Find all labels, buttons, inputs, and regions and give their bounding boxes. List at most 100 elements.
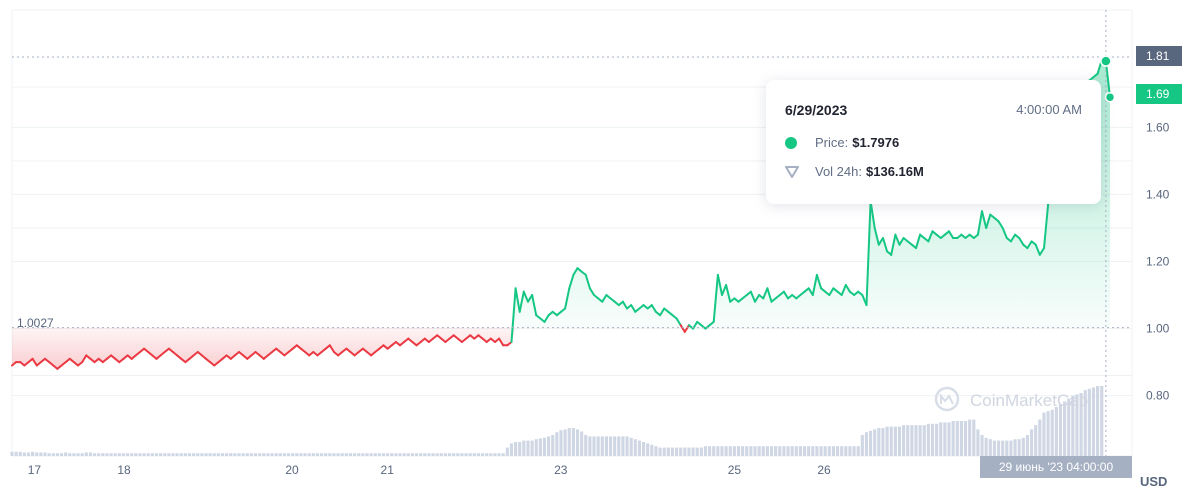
volume-bar <box>183 453 187 456</box>
last-price-point <box>1104 91 1116 103</box>
volume-bar <box>1017 439 1021 456</box>
volume-bar <box>167 453 171 456</box>
volume-bar <box>641 442 646 456</box>
price-segment <box>514 287 521 313</box>
volume-bar <box>241 453 245 456</box>
volume-bar <box>662 447 666 456</box>
volume-bar <box>476 453 481 456</box>
volume-bar <box>295 453 299 456</box>
volume-bar <box>485 453 489 456</box>
price-segment <box>762 287 769 300</box>
volume-bar <box>873 429 877 456</box>
tooltip-time: 4:00:00 AM <box>1016 102 1082 117</box>
volume-bar <box>972 419 976 456</box>
volume-bar <box>518 442 522 456</box>
volume-bar <box>130 453 134 456</box>
price-segment <box>584 273 591 290</box>
volume-bar <box>1038 419 1042 456</box>
volume-bar <box>992 440 996 456</box>
volume-bar <box>154 453 159 456</box>
price-segment <box>1043 203 1050 250</box>
volume-bar <box>864 432 869 456</box>
volume-bar <box>963 421 968 456</box>
volume-bar <box>980 435 984 456</box>
volume-bar <box>654 446 658 456</box>
volume-bar <box>489 453 493 456</box>
volume-bar <box>1005 440 1009 456</box>
volume-bar <box>1021 437 1025 456</box>
volume-bar <box>769 446 774 456</box>
volume-bar <box>68 453 72 456</box>
volume-bar <box>31 451 35 456</box>
volume-bar <box>976 429 980 456</box>
y-tick-label: 1.20 <box>1146 255 1170 269</box>
volume-bar <box>35 452 39 456</box>
volume-bar <box>80 453 84 456</box>
price-segment <box>675 317 682 327</box>
volume-bar <box>708 446 712 456</box>
volume-bar <box>414 453 419 456</box>
volume-bar <box>291 453 295 456</box>
volume-bar <box>551 435 555 456</box>
volume-bar <box>1075 394 1079 456</box>
volume-bar <box>237 453 241 456</box>
price-segment <box>543 314 550 323</box>
volume-bar <box>930 423 935 456</box>
volume-bar <box>150 453 154 456</box>
volume-bar <box>1087 388 1091 456</box>
volume-bar <box>439 453 443 456</box>
price-segment <box>1038 247 1045 256</box>
price-segment <box>749 290 756 303</box>
volume-bar <box>621 436 625 456</box>
volume-bar <box>88 452 92 456</box>
volume-bar <box>377 453 381 456</box>
volume-bar <box>1100 386 1104 456</box>
price-segment <box>844 284 851 293</box>
volume-bar <box>59 453 64 456</box>
volume-bar <box>571 428 575 456</box>
volume-bar <box>906 425 910 456</box>
volume-bar <box>1079 393 1083 456</box>
volume-bar <box>1091 387 1096 456</box>
price-segment <box>1104 60 1111 99</box>
coinmarketcap-logo-mark <box>940 393 954 405</box>
volume-bar <box>406 453 410 456</box>
price-segment <box>498 337 505 347</box>
price-segment <box>815 273 823 290</box>
price-segment <box>650 304 657 313</box>
volume-bar <box>926 423 930 456</box>
volume-bar <box>1063 401 1067 456</box>
volume-bar <box>617 436 621 456</box>
price-segment <box>981 210 988 229</box>
hover-time-badge: 29 июнь '23 04:00:00 <box>980 456 1132 478</box>
y-tick-label: 1.00 <box>1146 322 1170 336</box>
volume-bar <box>443 453 447 456</box>
volume-bar <box>637 440 641 456</box>
volume-bar <box>64 452 68 456</box>
volume-bar <box>514 442 518 456</box>
volume-bar <box>216 453 220 456</box>
volume-bar <box>951 421 955 456</box>
volume-bar <box>646 443 650 456</box>
volume-bar <box>1034 425 1038 456</box>
price-area-below <box>12 327 1110 369</box>
volume-bar <box>827 446 831 456</box>
volume-bar <box>790 446 794 456</box>
volume-bar <box>47 453 51 456</box>
x-axis: 17 18 20 21 23 25 26 <box>28 463 831 477</box>
volume-bar <box>245 453 249 456</box>
volume-bar <box>811 446 815 456</box>
price-segment <box>712 273 719 323</box>
volume-bar <box>340 453 344 456</box>
volume-bar <box>320 453 324 456</box>
volume-bar <box>670 447 675 456</box>
price-dot-icon <box>785 136 797 149</box>
volume-bar <box>353 453 357 456</box>
price-segment <box>840 284 847 296</box>
volume-bar <box>1030 429 1034 456</box>
volume-bar <box>918 425 922 456</box>
volume-bar <box>307 453 311 456</box>
volume-bar <box>687 447 691 456</box>
volume-bar <box>675 447 679 456</box>
